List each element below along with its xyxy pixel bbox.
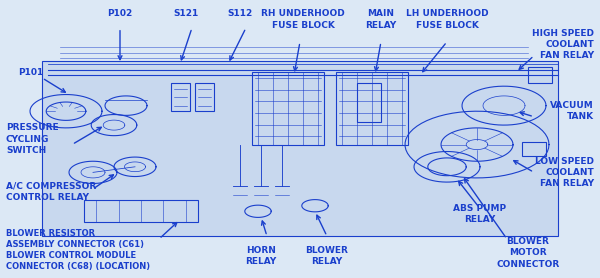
Text: BLOWER
MOTOR
CONNECTOR: BLOWER MOTOR CONNECTOR [496,237,560,269]
Text: S121: S121 [173,9,199,18]
Text: LH UNDERHOOD
FUSE BLOCK: LH UNDERHOOD FUSE BLOCK [406,9,488,29]
Text: A/C COMPRESSOR
CONTROL RELAY: A/C COMPRESSOR CONTROL RELAY [6,182,96,202]
Text: S112: S112 [227,9,253,18]
Text: VACUUM
TANK: VACUUM TANK [550,101,594,121]
Text: P101: P101 [18,68,43,77]
Text: MAIN
RELAY: MAIN RELAY [365,9,397,29]
Text: LOW SPEED
COOLANT
FAN RELAY: LOW SPEED COOLANT FAN RELAY [535,157,594,188]
Text: ABS PUMP
RELAY: ABS PUMP RELAY [454,204,506,224]
Text: HIGH SPEED
COOLANT
FAN RELAY: HIGH SPEED COOLANT FAN RELAY [532,29,594,60]
Polygon shape [42,61,558,236]
Text: BLOWER RESISTOR
ASSEMBLY CONNECTOR (C61)
BLOWER CONTROL MODULE
CONNECTOR (C68) (: BLOWER RESISTOR ASSEMBLY CONNECTOR (C61)… [6,229,150,271]
Text: P102: P102 [107,9,133,18]
Text: RH UNDERHOOD
FUSE BLOCK: RH UNDERHOOD FUSE BLOCK [261,9,345,29]
Text: PRESSURE
CYCLING
SWITCH: PRESSURE CYCLING SWITCH [6,123,59,155]
Text: HORN
RELAY: HORN RELAY [245,246,277,266]
Text: BLOWER
RELAY: BLOWER RELAY [305,246,349,266]
